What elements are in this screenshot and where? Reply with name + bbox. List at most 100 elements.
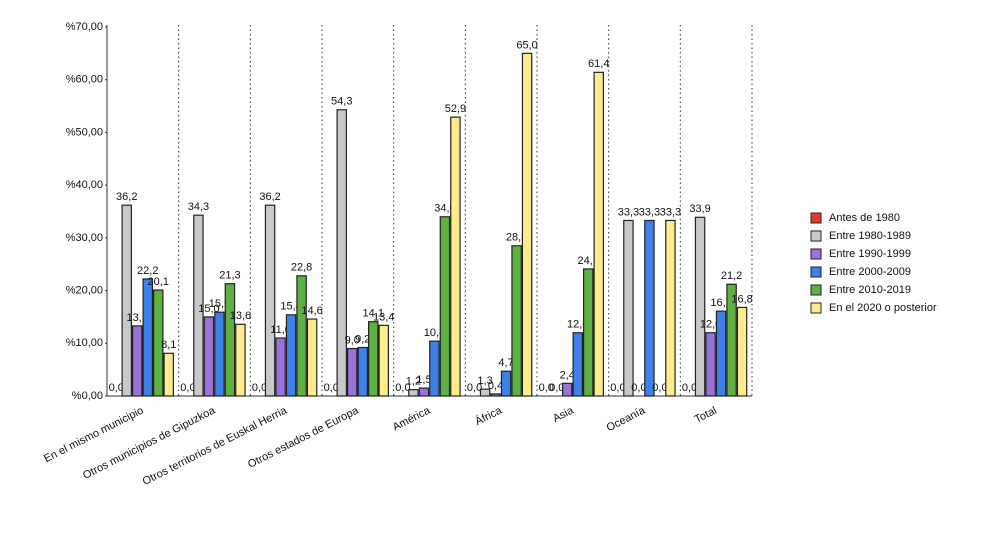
bar — [357, 346, 369, 397]
bar — [203, 316, 215, 397]
data-label: 0,4 — [488, 380, 503, 392]
bar — [500, 370, 512, 397]
bar — [142, 278, 154, 397]
data-label: 52,9 — [445, 103, 466, 115]
data-label: 33,3 — [618, 206, 639, 218]
bar — [715, 310, 727, 397]
bar — [490, 393, 501, 397]
bar — [408, 389, 419, 397]
data-label: 0,0 — [610, 382, 625, 394]
y-tick-label: %20,00 — [66, 284, 103, 296]
data-label: 36,2 — [116, 191, 137, 203]
data-label: 54,3 — [331, 96, 352, 108]
data-label: 9,2 — [355, 333, 370, 345]
data-label: 11,0 — [270, 324, 291, 336]
data-label: 33,3 — [639, 206, 660, 218]
y-tick-label: %70,00 — [66, 21, 103, 33]
bar — [264, 204, 276, 397]
x-tick-label: Otros municipios de Gipuzkoa — [81, 404, 218, 482]
legend-swatch — [810, 302, 822, 314]
data-label: 1,5 — [416, 374, 431, 386]
bar — [450, 116, 461, 397]
legend-swatch — [810, 230, 822, 242]
data-label: 20,1 — [148, 276, 169, 288]
bar — [418, 387, 430, 397]
data-label: 0,0 — [324, 382, 339, 394]
bar — [736, 306, 748, 397]
y-tick-label: %40,00 — [66, 179, 103, 191]
data-label: 21,2 — [721, 270, 742, 282]
data-label: 14,1 — [363, 308, 384, 320]
y-tick-label: %0,00 — [72, 390, 103, 402]
legend-swatch — [810, 284, 822, 296]
y-tick-label: %30,00 — [66, 232, 103, 244]
data-label: 33,3 — [660, 206, 681, 218]
bar — [644, 219, 655, 397]
data-label: 0,0 — [682, 382, 697, 394]
data-label: 33,9 — [689, 203, 710, 215]
legend-label: Entre 2010-2019 — [829, 284, 911, 296]
data-label: 13,4 — [373, 311, 394, 323]
bar — [521, 52, 533, 397]
bar — [235, 323, 246, 397]
data-label: 14,6 — [301, 305, 322, 317]
data-label: 0,0 — [549, 382, 564, 394]
bar — [336, 109, 348, 397]
legend-label: Entre 1980-1989 — [829, 230, 911, 242]
data-label: 4,7 — [498, 357, 513, 369]
bar — [132, 325, 143, 397]
bar — [368, 321, 379, 397]
bar — [296, 275, 307, 397]
x-tick-label: Oceanía — [605, 404, 648, 434]
data-label: 0,0 — [109, 382, 124, 394]
data-label: 0,0 — [252, 382, 267, 394]
legend-label: En el 2020 o posterior — [829, 302, 937, 314]
bar — [561, 382, 573, 397]
data-label: 61,4 — [588, 58, 609, 70]
data-label: 36,2 — [259, 191, 280, 203]
bar — [593, 71, 604, 397]
legend-label: Entre 2000-2009 — [829, 266, 911, 278]
bar — [439, 216, 451, 397]
bar — [582, 268, 594, 397]
data-label: 8,1 — [161, 339, 176, 351]
y-tick-label: %10,00 — [66, 337, 103, 349]
data-label: 0,0 — [467, 382, 482, 394]
bar — [665, 219, 676, 397]
bar — [121, 204, 132, 397]
data-label: 16,8 — [731, 293, 752, 305]
legend-swatch — [810, 212, 822, 224]
bar — [285, 314, 297, 397]
bar — [193, 214, 204, 397]
bar — [572, 332, 583, 397]
data-label: 0,0 — [395, 382, 410, 394]
legend-swatch — [810, 266, 822, 278]
bar — [511, 245, 522, 397]
bar — [479, 388, 491, 397]
legend-swatch — [810, 248, 822, 260]
x-tick-label: Otros territorios de Euskal Herria — [141, 404, 290, 488]
data-label: 22,8 — [291, 262, 312, 274]
bar — [347, 347, 358, 397]
data-label: 0,0 — [652, 382, 667, 394]
data-label: 0,0 — [539, 382, 554, 394]
x-tick-label: Asia — [551, 404, 576, 425]
bar — [163, 352, 175, 397]
bar — [378, 324, 390, 397]
bar — [694, 216, 706, 397]
data-label: 65,0 — [516, 39, 537, 51]
y-tick-label: %60,00 — [66, 74, 103, 86]
legend-label: Entre 1990-1999 — [829, 248, 911, 260]
data-label: 0,0 — [180, 382, 195, 394]
data-label: 34,3 — [188, 201, 209, 213]
x-tick-label: Total — [693, 405, 719, 426]
bar — [306, 318, 318, 397]
bar — [224, 283, 236, 397]
data-label: 2,4 — [560, 369, 575, 381]
data-label: 1,2 — [406, 376, 421, 388]
bar — [429, 340, 440, 397]
y-tick-label: %50,00 — [66, 126, 103, 138]
bar — [705, 332, 716, 397]
data-label: 0,0 — [631, 382, 646, 394]
